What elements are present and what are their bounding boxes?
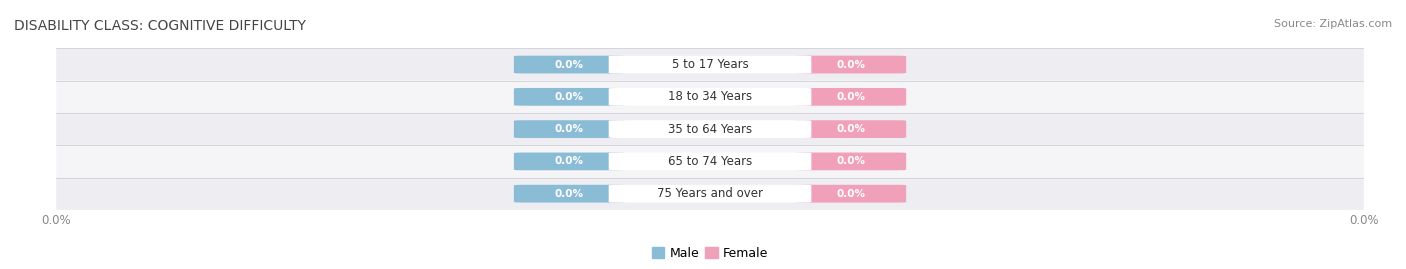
Text: 75 Years and over: 75 Years and over (657, 187, 763, 200)
FancyBboxPatch shape (513, 185, 626, 203)
FancyBboxPatch shape (609, 120, 811, 138)
Text: 0.0%: 0.0% (837, 124, 865, 134)
FancyBboxPatch shape (794, 120, 907, 138)
FancyBboxPatch shape (513, 88, 626, 106)
Text: 0.0%: 0.0% (837, 92, 865, 102)
FancyBboxPatch shape (56, 113, 1364, 145)
FancyBboxPatch shape (56, 81, 1364, 113)
Text: 0.0%: 0.0% (837, 189, 865, 199)
FancyBboxPatch shape (513, 153, 626, 170)
Text: 0.0%: 0.0% (555, 156, 583, 167)
FancyBboxPatch shape (609, 88, 811, 106)
Text: 5 to 17 Years: 5 to 17 Years (672, 58, 748, 71)
Text: 35 to 64 Years: 35 to 64 Years (668, 123, 752, 136)
Legend: Male, Female: Male, Female (647, 242, 773, 265)
FancyBboxPatch shape (56, 145, 1364, 178)
FancyBboxPatch shape (513, 120, 626, 138)
Text: 0.0%: 0.0% (837, 59, 865, 70)
Text: 65 to 74 Years: 65 to 74 Years (668, 155, 752, 168)
FancyBboxPatch shape (609, 185, 811, 203)
FancyBboxPatch shape (794, 56, 907, 73)
Text: 0.0%: 0.0% (837, 156, 865, 167)
FancyBboxPatch shape (794, 88, 907, 106)
Text: 18 to 34 Years: 18 to 34 Years (668, 90, 752, 103)
Text: DISABILITY CLASS: COGNITIVE DIFFICULTY: DISABILITY CLASS: COGNITIVE DIFFICULTY (14, 19, 307, 33)
Text: Source: ZipAtlas.com: Source: ZipAtlas.com (1274, 19, 1392, 29)
Text: 0.0%: 0.0% (555, 189, 583, 199)
FancyBboxPatch shape (794, 185, 907, 203)
FancyBboxPatch shape (56, 178, 1364, 210)
FancyBboxPatch shape (609, 153, 811, 170)
FancyBboxPatch shape (609, 56, 811, 73)
Text: 0.0%: 0.0% (555, 59, 583, 70)
Text: 0.0%: 0.0% (555, 124, 583, 134)
FancyBboxPatch shape (794, 153, 907, 170)
FancyBboxPatch shape (56, 48, 1364, 81)
FancyBboxPatch shape (513, 56, 626, 73)
Text: 0.0%: 0.0% (555, 92, 583, 102)
